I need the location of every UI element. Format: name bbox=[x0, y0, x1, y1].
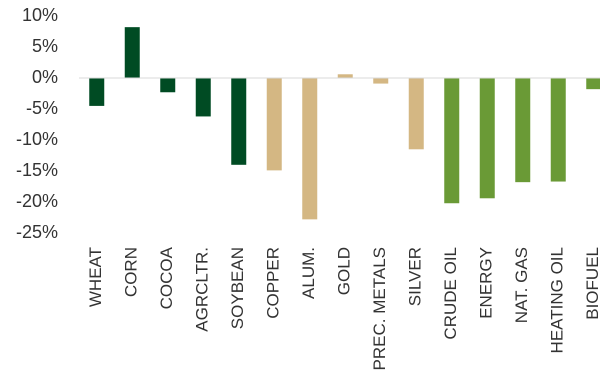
bar-crude-oil bbox=[444, 78, 460, 204]
bars-group bbox=[89, 27, 600, 220]
y-tick-label: -5% bbox=[26, 98, 58, 118]
bar-prec-metals bbox=[373, 78, 389, 84]
x-category-label: SILVER bbox=[406, 247, 425, 306]
x-category-label: ENERGY bbox=[477, 247, 496, 319]
y-tick-label: 5% bbox=[32, 36, 58, 56]
x-category-label: COPPER bbox=[264, 247, 283, 319]
bar-energy bbox=[479, 78, 495, 199]
x-category-label: BIOFUEL bbox=[583, 247, 600, 320]
bar-cocoa bbox=[160, 78, 176, 93]
x-category-label: HEATING OIL bbox=[548, 247, 567, 353]
x-category-label: AGRCLTR. bbox=[193, 247, 212, 332]
bar-heating-oil bbox=[550, 78, 566, 182]
y-tick-label: 10% bbox=[22, 5, 58, 25]
x-category-label: GOLD bbox=[335, 247, 354, 295]
x-axis-labels: WHEAT CORN COCOA AGRCLTR. SOYBEAN COPPER ALUM.… bbox=[86, 246, 600, 370]
y-axis-ticks: 10% 5% 0% -5% -10% -15% -20% -25% bbox=[16, 5, 58, 242]
y-tick-label: -15% bbox=[16, 160, 58, 180]
x-category-label: NAT. GAS bbox=[512, 247, 531, 323]
bar-gold bbox=[337, 74, 353, 78]
y-tick-label: -20% bbox=[16, 191, 58, 211]
bar-nat-gas bbox=[515, 78, 531, 183]
bar-agrcltr bbox=[195, 78, 211, 117]
bar-biofuel bbox=[586, 78, 600, 90]
x-category-label: COCOA bbox=[157, 246, 176, 309]
bar-soybean bbox=[231, 78, 247, 165]
bar-silver bbox=[408, 78, 424, 150]
bar-copper bbox=[266, 78, 282, 171]
x-category-label: PREC. METALS bbox=[370, 247, 389, 370]
x-category-label: WHEAT bbox=[86, 247, 105, 307]
y-tick-label: -25% bbox=[16, 222, 58, 242]
bar-wheat bbox=[89, 78, 105, 106]
bar-alum bbox=[302, 78, 318, 220]
x-category-label: CORN bbox=[122, 247, 141, 297]
x-category-label: ALUM. bbox=[299, 247, 318, 299]
bar-corn bbox=[124, 27, 140, 78]
x-category-label: SOYBEAN bbox=[228, 247, 247, 329]
x-category-label: CRUDE OIL bbox=[441, 247, 460, 340]
y-tick-label: -10% bbox=[16, 129, 58, 149]
y-tick-label: 0% bbox=[32, 67, 58, 87]
